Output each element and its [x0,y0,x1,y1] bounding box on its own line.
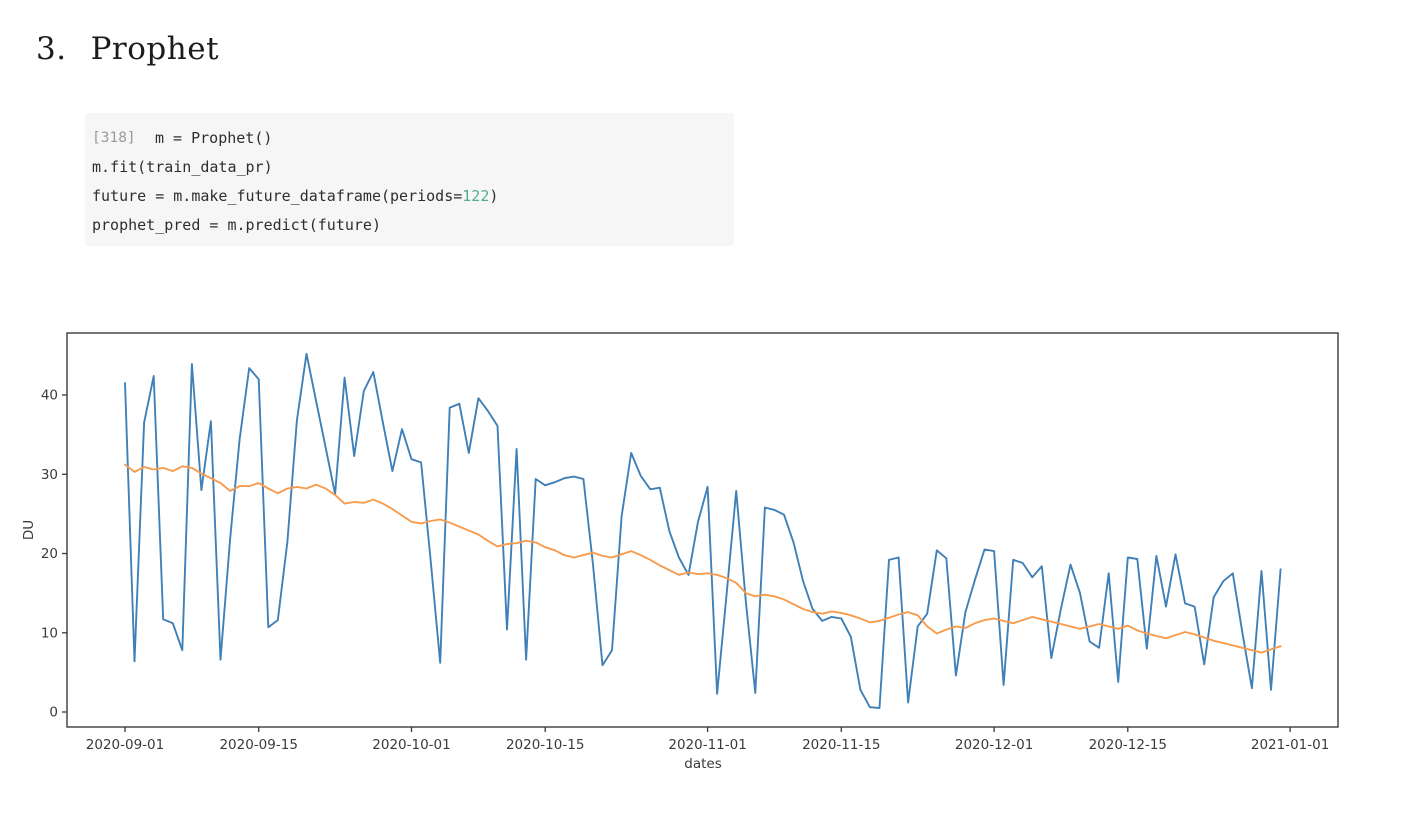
svg-text:0: 0 [49,705,58,721]
svg-text:2020-09-01: 2020-09-01 [86,737,164,753]
svg-text:2020-11-01: 2020-11-01 [668,737,746,753]
code-line: future = m.make_future_dataframe(periods… [92,187,499,205]
code-editor[interactable]: m = Prophet() m.fit(train_data_pr)future … [92,124,734,240]
code-line: prophet_pred = m.predict(future) [92,216,381,234]
svg-text:2020-11-15: 2020-11-15 [802,737,880,753]
svg-text:DU: DU [21,520,37,540]
section-title-text: Prophet [90,30,220,67]
svg-text:dates: dates [684,756,721,772]
page-title: 3. Prophet [36,31,219,67]
code-line: m.fit(train_data_pr) [92,158,273,176]
code-line: m = Prophet() [155,129,273,147]
section-number: 3. [36,30,67,67]
du-chart-figure: 2020-09-01 2020-09-15 2020-10-01 2020-10-15… [20,330,1350,790]
svg-text:2020-12-15: 2020-12-15 [1089,737,1167,753]
svg-text:2020-12-01: 2020-12-01 [955,737,1033,753]
svg-text:2020-10-15: 2020-10-15 [506,737,584,753]
svg-text:40: 40 [41,388,58,404]
svg-text:10: 10 [41,625,58,641]
svg-text:2020-10-01: 2020-10-01 [372,737,450,753]
svg-text:30: 30 [41,467,58,483]
execution-count: [318] [92,130,136,146]
du-vs-dates-chart: 2020-09-01 2020-09-15 2020-10-01 2020-10-15… [21,332,1339,772]
svg-text:2021-01-01: 2021-01-01 [1251,737,1329,753]
code-cell: [318] m = Prophet() m.fit(train_data_pr)f… [85,113,734,246]
svg-text:20: 20 [41,546,58,562]
svg-text:2020-09-15: 2020-09-15 [219,737,297,753]
